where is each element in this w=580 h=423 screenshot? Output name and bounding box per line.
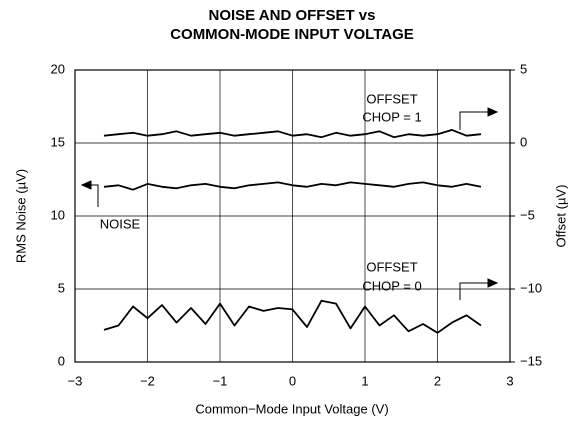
arrowhead bbox=[487, 278, 499, 288]
y2-tick-label: 5 bbox=[520, 61, 527, 76]
y2-tick-label: 0 bbox=[520, 134, 527, 149]
x-tick-label: 0 bbox=[289, 373, 296, 388]
arrow bbox=[90, 184, 99, 207]
chart-title: COMMON-MODE INPUT VOLTAGE bbox=[170, 26, 414, 43]
y2-axis-label: Offset (µV) bbox=[553, 185, 568, 248]
annotation: OFFSET bbox=[366, 259, 417, 274]
annotation: OFFSET bbox=[366, 91, 417, 106]
plot-frame bbox=[74, 69, 511, 363]
y-tick-label: 20 bbox=[51, 61, 65, 76]
data-line bbox=[103, 129, 482, 139]
y-tick-label: 15 bbox=[51, 134, 65, 149]
arrowhead bbox=[80, 180, 92, 190]
y2-tick-label: −5 bbox=[520, 207, 535, 222]
x-tick-label: −1 bbox=[213, 373, 228, 388]
x-tick-label: −3 bbox=[68, 373, 83, 388]
x-tick-label: 1 bbox=[361, 373, 368, 388]
x-axis-label: Common−Mode Input Voltage (V) bbox=[195, 401, 388, 416]
y2-tick-label: −15 bbox=[520, 353, 542, 368]
x-tick-label: 2 bbox=[434, 373, 441, 388]
y-tick-label: 10 bbox=[51, 207, 65, 222]
annotation: CHOP = 0 bbox=[362, 278, 421, 293]
y2-tick-label: −10 bbox=[520, 280, 542, 295]
x-tick-label: 3 bbox=[506, 373, 513, 388]
arrowhead bbox=[487, 107, 499, 117]
y-tick-label: 0 bbox=[58, 353, 65, 368]
x-tick-label: −2 bbox=[140, 373, 155, 388]
annotation: CHOP = 1 bbox=[362, 109, 421, 124]
annotation: NOISE bbox=[100, 216, 141, 231]
annotation-arrows bbox=[80, 107, 499, 300]
arrow bbox=[459, 282, 490, 300]
data-line bbox=[103, 299, 482, 334]
arrow bbox=[459, 111, 490, 130]
y-tick-label: 5 bbox=[58, 280, 65, 295]
data-line bbox=[103, 181, 482, 191]
y-axis-label: RMS Noise (µV) bbox=[13, 169, 28, 263]
chart-title: NOISE AND OFFSET vs bbox=[209, 7, 376, 24]
